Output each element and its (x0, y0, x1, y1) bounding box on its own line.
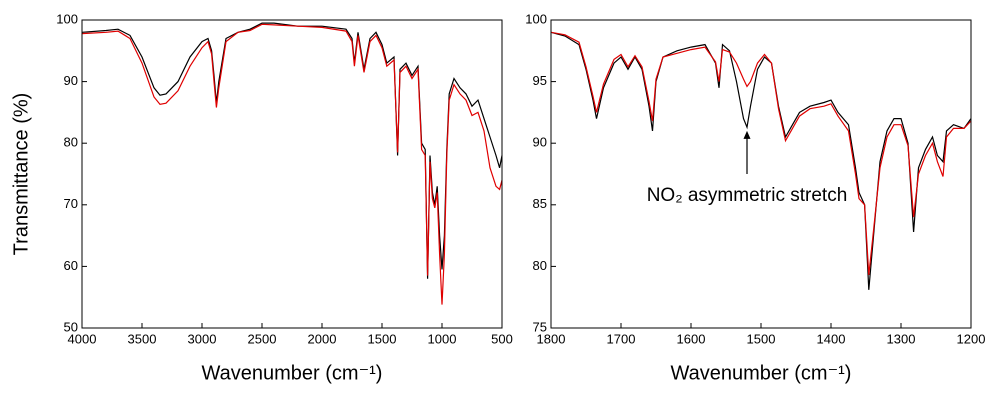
y-tick-label: 85 (533, 196, 547, 211)
x-axis-label: Wavenumber (cm⁻¹) (202, 362, 383, 384)
x-tick-label: 2500 (248, 331, 277, 346)
y-tick-label: 90 (533, 135, 547, 150)
spectrum-line (81, 23, 503, 305)
x-tick-label: 1400 (817, 331, 846, 346)
x-tick-label: 500 (491, 331, 513, 346)
x-axis-label: Wavenumber (cm⁻¹) (671, 362, 852, 384)
x-tick-label: 4000 (68, 331, 97, 346)
y-tick-label: 75 (533, 319, 547, 334)
x-tick-label: 1500 (747, 331, 776, 346)
x-tick-label: 1800 (537, 331, 566, 346)
x-tick-label: 1500 (368, 331, 397, 346)
arrow-head (743, 130, 751, 139)
y-tick-label: 50 (64, 319, 78, 334)
y-tick-label: 100 (56, 11, 78, 26)
x-tick-label: 1300 (887, 331, 916, 346)
y-axis-label: Transmittance (%) (10, 93, 32, 256)
plot-frame (550, 19, 972, 329)
x-tick-label: 3000 (188, 331, 217, 346)
x-tick-label: 1200 (957, 331, 986, 346)
spectrum-line (550, 31, 972, 276)
y-tick-label: 60 (64, 258, 78, 273)
plot-frame (81, 19, 503, 329)
spectrum-line (81, 22, 503, 279)
x-tick-label: 1000 (428, 331, 457, 346)
y-tick-label: 90 (64, 73, 78, 88)
x-tick-label: 1700 (607, 331, 636, 346)
y-tick-label: 80 (64, 135, 78, 150)
x-tick-label: 3500 (128, 331, 157, 346)
x-tick-label: 2000 (308, 331, 337, 346)
y-tick-label: 80 (533, 258, 547, 273)
x-tick-label: 1600 (677, 331, 706, 346)
y-tick-label: 70 (64, 196, 78, 211)
spectrum-line (550, 31, 972, 290)
annotation-text: NO₂ asymmetric stretch (647, 185, 848, 206)
y-tick-label: 100 (525, 11, 547, 26)
y-tick-label: 95 (533, 73, 547, 88)
